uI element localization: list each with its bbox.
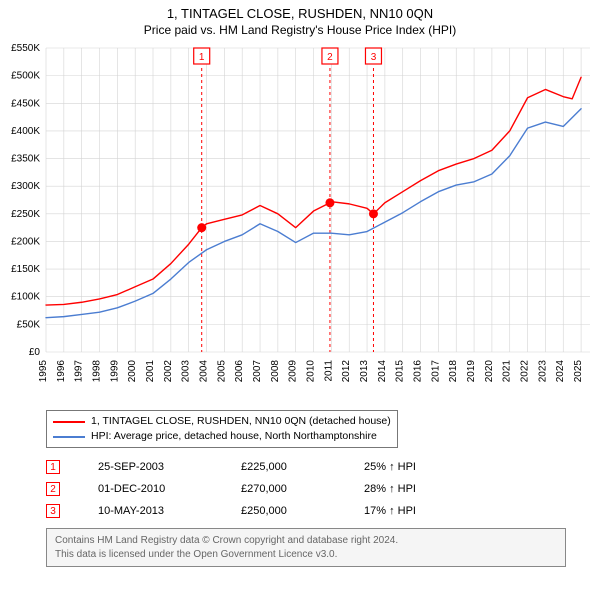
sale-delta: 17% ↑ HPI: [364, 505, 464, 517]
svg-text:2000: 2000: [127, 360, 138, 383]
svg-text:2002: 2002: [163, 360, 174, 383]
svg-text:£350K: £350K: [11, 154, 40, 165]
svg-text:£450K: £450K: [11, 98, 40, 109]
legend-item: 1, TINTAGEL CLOSE, RUSHDEN, NN10 0QN (de…: [53, 414, 391, 429]
svg-text:2022: 2022: [520, 360, 531, 383]
legend-label: 1, TINTAGEL CLOSE, RUSHDEN, NN10 0QN (de…: [91, 414, 391, 429]
legend-label: HPI: Average price, detached house, Nort…: [91, 429, 377, 444]
svg-text:2019: 2019: [466, 360, 477, 383]
svg-text:2011: 2011: [323, 360, 334, 382]
svg-text:2009: 2009: [288, 360, 299, 383]
legend-swatch: [53, 436, 85, 438]
sale-delta: 25% ↑ HPI: [364, 461, 464, 473]
svg-text:£0: £0: [29, 347, 41, 358]
svg-text:2024: 2024: [555, 360, 566, 383]
chart-area: £0 £50K £100K £150K £200K £250K £300K £350K £400…: [0, 42, 600, 402]
svg-text:2008: 2008: [270, 360, 281, 383]
sales-row: 1 25-SEP-2003 £225,000 25% ↑ HPI: [46, 456, 464, 478]
sale-marker-icon: 1: [46, 460, 60, 474]
svg-text:2025: 2025: [573, 360, 584, 383]
svg-text:1: 1: [199, 52, 205, 63]
svg-text:2013: 2013: [359, 360, 370, 383]
svg-text:2: 2: [327, 52, 333, 63]
svg-text:£550K: £550K: [11, 43, 40, 54]
sale-marker-icon: 3: [46, 504, 60, 518]
sale-date: 10-MAY-2013: [98, 505, 203, 517]
svg-text:£250K: £250K: [11, 209, 40, 220]
sale-price: £250,000: [241, 505, 326, 517]
svg-text:2015: 2015: [395, 360, 406, 383]
svg-text:2012: 2012: [341, 360, 352, 383]
svg-text:2017: 2017: [430, 360, 441, 383]
svg-text:2005: 2005: [216, 360, 227, 383]
svg-text:1996: 1996: [56, 360, 67, 383]
sales-row: 3 10-MAY-2013 £250,000 17% ↑ HPI: [46, 500, 464, 522]
svg-text:£400K: £400K: [11, 126, 40, 137]
svg-text:£300K: £300K: [11, 181, 40, 192]
sales-row: 2 01-DEC-2010 £270,000 28% ↑ HPI: [46, 478, 464, 500]
svg-text:2004: 2004: [199, 360, 210, 383]
svg-text:2007: 2007: [252, 360, 263, 383]
svg-text:£150K: £150K: [11, 264, 40, 275]
attribution-footer: Contains HM Land Registry data © Crown c…: [46, 528, 566, 567]
svg-text:2006: 2006: [234, 360, 245, 383]
legend-swatch: [53, 421, 85, 423]
legend: 1, TINTAGEL CLOSE, RUSHDEN, NN10 0QN (de…: [46, 410, 398, 448]
svg-text:£100K: £100K: [11, 292, 40, 303]
chart-title: 1, TINTAGEL CLOSE, RUSHDEN, NN10 0QN: [0, 0, 600, 21]
svg-text:£200K: £200K: [11, 236, 40, 247]
sale-price: £270,000: [241, 483, 326, 495]
svg-text:2003: 2003: [181, 360, 192, 383]
chart-subtitle: Price paid vs. HM Land Registry's House …: [0, 21, 600, 41]
svg-text:1995: 1995: [38, 360, 49, 383]
svg-text:1998: 1998: [92, 360, 103, 383]
legend-item: HPI: Average price, detached house, Nort…: [53, 429, 391, 444]
svg-text:2010: 2010: [306, 360, 317, 383]
sales-table: 1 25-SEP-2003 £225,000 25% ↑ HPI 2 01-DE…: [46, 456, 464, 522]
svg-text:1997: 1997: [74, 360, 85, 383]
svg-text:2001: 2001: [145, 360, 156, 383]
svg-text:2020: 2020: [484, 360, 495, 383]
svg-text:2016: 2016: [413, 360, 424, 383]
sale-price: £225,000: [241, 461, 326, 473]
sale-delta: 28% ↑ HPI: [364, 483, 464, 495]
svg-text:1999: 1999: [109, 360, 120, 383]
sale-date: 25-SEP-2003: [98, 461, 203, 473]
svg-text:3: 3: [371, 52, 377, 63]
chart-svg: £0 £50K £100K £150K £200K £250K £300K £350K £400…: [0, 42, 600, 402]
svg-text:2018: 2018: [448, 360, 459, 383]
sale-date: 01-DEC-2010: [98, 483, 203, 495]
svg-text:2021: 2021: [502, 360, 513, 383]
svg-text:2023: 2023: [537, 360, 548, 383]
svg-text:£500K: £500K: [11, 71, 40, 82]
svg-text:2014: 2014: [377, 360, 388, 383]
svg-text:£50K: £50K: [17, 319, 41, 330]
footer-line: Contains HM Land Registry data © Crown c…: [55, 534, 557, 548]
footer-line: This data is licensed under the Open Gov…: [55, 548, 557, 562]
sale-marker-icon: 2: [46, 482, 60, 496]
